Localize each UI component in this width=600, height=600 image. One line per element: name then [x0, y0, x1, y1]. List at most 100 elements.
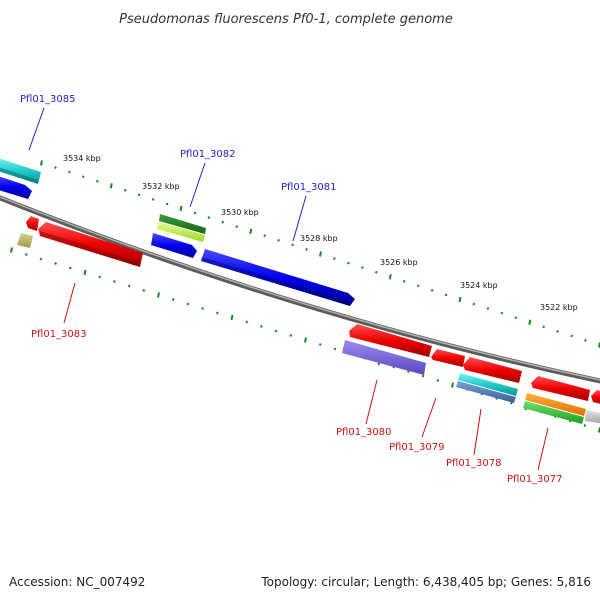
- tick-upper-minor: [374, 270, 378, 274]
- tick-upper-minor: [221, 220, 225, 224]
- tick-lower-minor: [421, 374, 425, 378]
- tick-lower-minor: [68, 266, 72, 270]
- tick-upper-minor: [263, 234, 267, 238]
- tick-upper-minor: [486, 307, 490, 311]
- tick-upper-minor: [277, 238, 280, 242]
- gene-label-pfl01-3081[interactable]: Pfl01_3081: [281, 182, 337, 193]
- tick-upper-minor: [416, 284, 420, 288]
- gene-red-3080a[interactable]: [349, 324, 432, 357]
- tick-upper-minor: [500, 311, 504, 315]
- gene-label-pfl01-3083[interactable]: Pfl01_3083: [31, 329, 87, 340]
- gene-red-3078a[interactable]: [463, 357, 522, 383]
- gene-pfl01-3082[interactable]: [157, 214, 206, 242]
- tick-upper-minor: [444, 293, 448, 297]
- tick-upper-minor: [333, 257, 336, 261]
- leader-line-3079: [421, 397, 437, 438]
- tick-upper-minor: [402, 279, 406, 283]
- tick-upper-major: [528, 319, 532, 325]
- tick-upper-minor: [570, 334, 573, 338]
- leader-line-3082: [189, 162, 206, 208]
- tick-lower-major: [304, 337, 307, 343]
- tick-upper-minor: [556, 329, 559, 333]
- tick-lower-major: [10, 247, 13, 253]
- tick-lower-major: [83, 269, 87, 276]
- gene-label-pfl01-3077[interactable]: Pfl01_3077: [507, 474, 563, 485]
- gene-pfl01-3083[interactable]: [38, 222, 143, 267]
- gene-label-pfl01-3085[interactable]: Pfl01_3085: [20, 94, 76, 105]
- gene-grey-far-right[interactable]: [585, 410, 600, 424]
- tick-lower-minor: [318, 343, 322, 346]
- kbp-label-3528: 3528 kbp: [300, 234, 338, 243]
- kbp-label-3524: 3524 kbp: [460, 281, 498, 290]
- tick-lower-minor: [171, 298, 175, 301]
- tick-upper-major: [40, 160, 43, 166]
- kbp-label-3534: 3534 kbp: [63, 154, 101, 163]
- tick-lower-minor: [289, 334, 293, 337]
- gene-label-pfl01-3079[interactable]: Pfl01_3079: [389, 442, 445, 453]
- tick-lower-minor: [54, 262, 57, 265]
- tick-upper-minor: [165, 202, 169, 206]
- tick-lower-minor: [436, 379, 440, 382]
- gene-label-pfl01-3078[interactable]: Pfl01_3078: [446, 458, 502, 469]
- genome-backbone-highlight: [0, 196, 600, 381]
- tick-upper-minor: [54, 166, 57, 170]
- tick-lower-minor: [142, 289, 146, 292]
- tick-upper-minor: [95, 179, 99, 183]
- leader-line-3078: [473, 408, 482, 456]
- gene-pfl01-3080[interactable]: [342, 340, 426, 375]
- tick-upper-minor: [68, 170, 71, 174]
- gene-pfl01-3077[interactable]: [523, 393, 586, 424]
- tick-lower-minor: [260, 325, 263, 328]
- tick-lower-minor: [186, 302, 190, 306]
- tick-lower-major: [230, 314, 234, 321]
- accession-text: Accession: NC_007492: [9, 575, 145, 589]
- tick-upper-minor: [137, 193, 141, 197]
- tick-upper-minor: [291, 243, 294, 247]
- gene-red-small-left[interactable]: [26, 216, 39, 231]
- tick-upper-major: [249, 228, 253, 234]
- tick-upper-minor: [123, 188, 127, 192]
- tick-lower-major: [451, 382, 454, 388]
- tick-upper-major: [388, 274, 392, 280]
- tick-lower-minor: [274, 329, 278, 333]
- tick-lower-minor: [201, 307, 204, 310]
- tick-upper-major: [458, 296, 462, 303]
- gene-red-far-right[interactable]: [591, 390, 600, 405]
- leader-line-3077: [537, 427, 549, 471]
- gene-pfl01-3085[interactable]: [0, 157, 41, 184]
- tick-lower-minor: [333, 347, 337, 351]
- tick-lower-major: [157, 292, 160, 298]
- map-title: Pseudomonas fluorescens Pf0-1, complete …: [119, 12, 453, 27]
- leader-line-3083: [63, 282, 76, 324]
- kbp-tick-row-upper: [40, 160, 600, 348]
- gene-pfl01-3078[interactable]: [456, 373, 518, 403]
- tick-upper-major: [319, 251, 322, 257]
- gene-pfl01-3079[interactable]: [431, 349, 465, 367]
- tick-upper-minor: [472, 302, 476, 306]
- leader-line-3081: [292, 195, 307, 242]
- tick-lower-minor: [98, 275, 102, 279]
- gene-blue-short[interactable]: [151, 233, 197, 258]
- kbp-label-3526: 3526 kbp: [380, 258, 418, 267]
- tick-upper-minor: [151, 197, 155, 201]
- tick-lower-minor: [583, 424, 587, 427]
- kbp-label-3522: 3522 kbp: [540, 303, 578, 312]
- tick-upper-minor: [584, 338, 587, 342]
- leader-line-3085: [28, 107, 45, 151]
- gene-label-pfl01-3080[interactable]: Pfl01_3080: [336, 427, 392, 438]
- tick-lower-minor: [215, 311, 219, 315]
- gene-blue-left-edge[interactable]: [0, 175, 32, 199]
- gene-red-right[interactable]: [531, 376, 590, 401]
- tick-upper-minor: [347, 261, 350, 265]
- gene-khaki-small[interactable]: [17, 233, 33, 248]
- tick-upper-major: [179, 205, 183, 212]
- tick-upper-minor: [207, 216, 211, 220]
- gene-label-pfl01-3082[interactable]: Pfl01_3082: [180, 149, 236, 160]
- tick-upper-minor: [305, 247, 308, 251]
- kbp-label-3532: 3532 kbp: [142, 182, 180, 191]
- tick-lower-minor: [113, 280, 116, 283]
- tick-upper-minor: [193, 211, 197, 215]
- gene-pfl01-3081[interactable]: [201, 249, 355, 306]
